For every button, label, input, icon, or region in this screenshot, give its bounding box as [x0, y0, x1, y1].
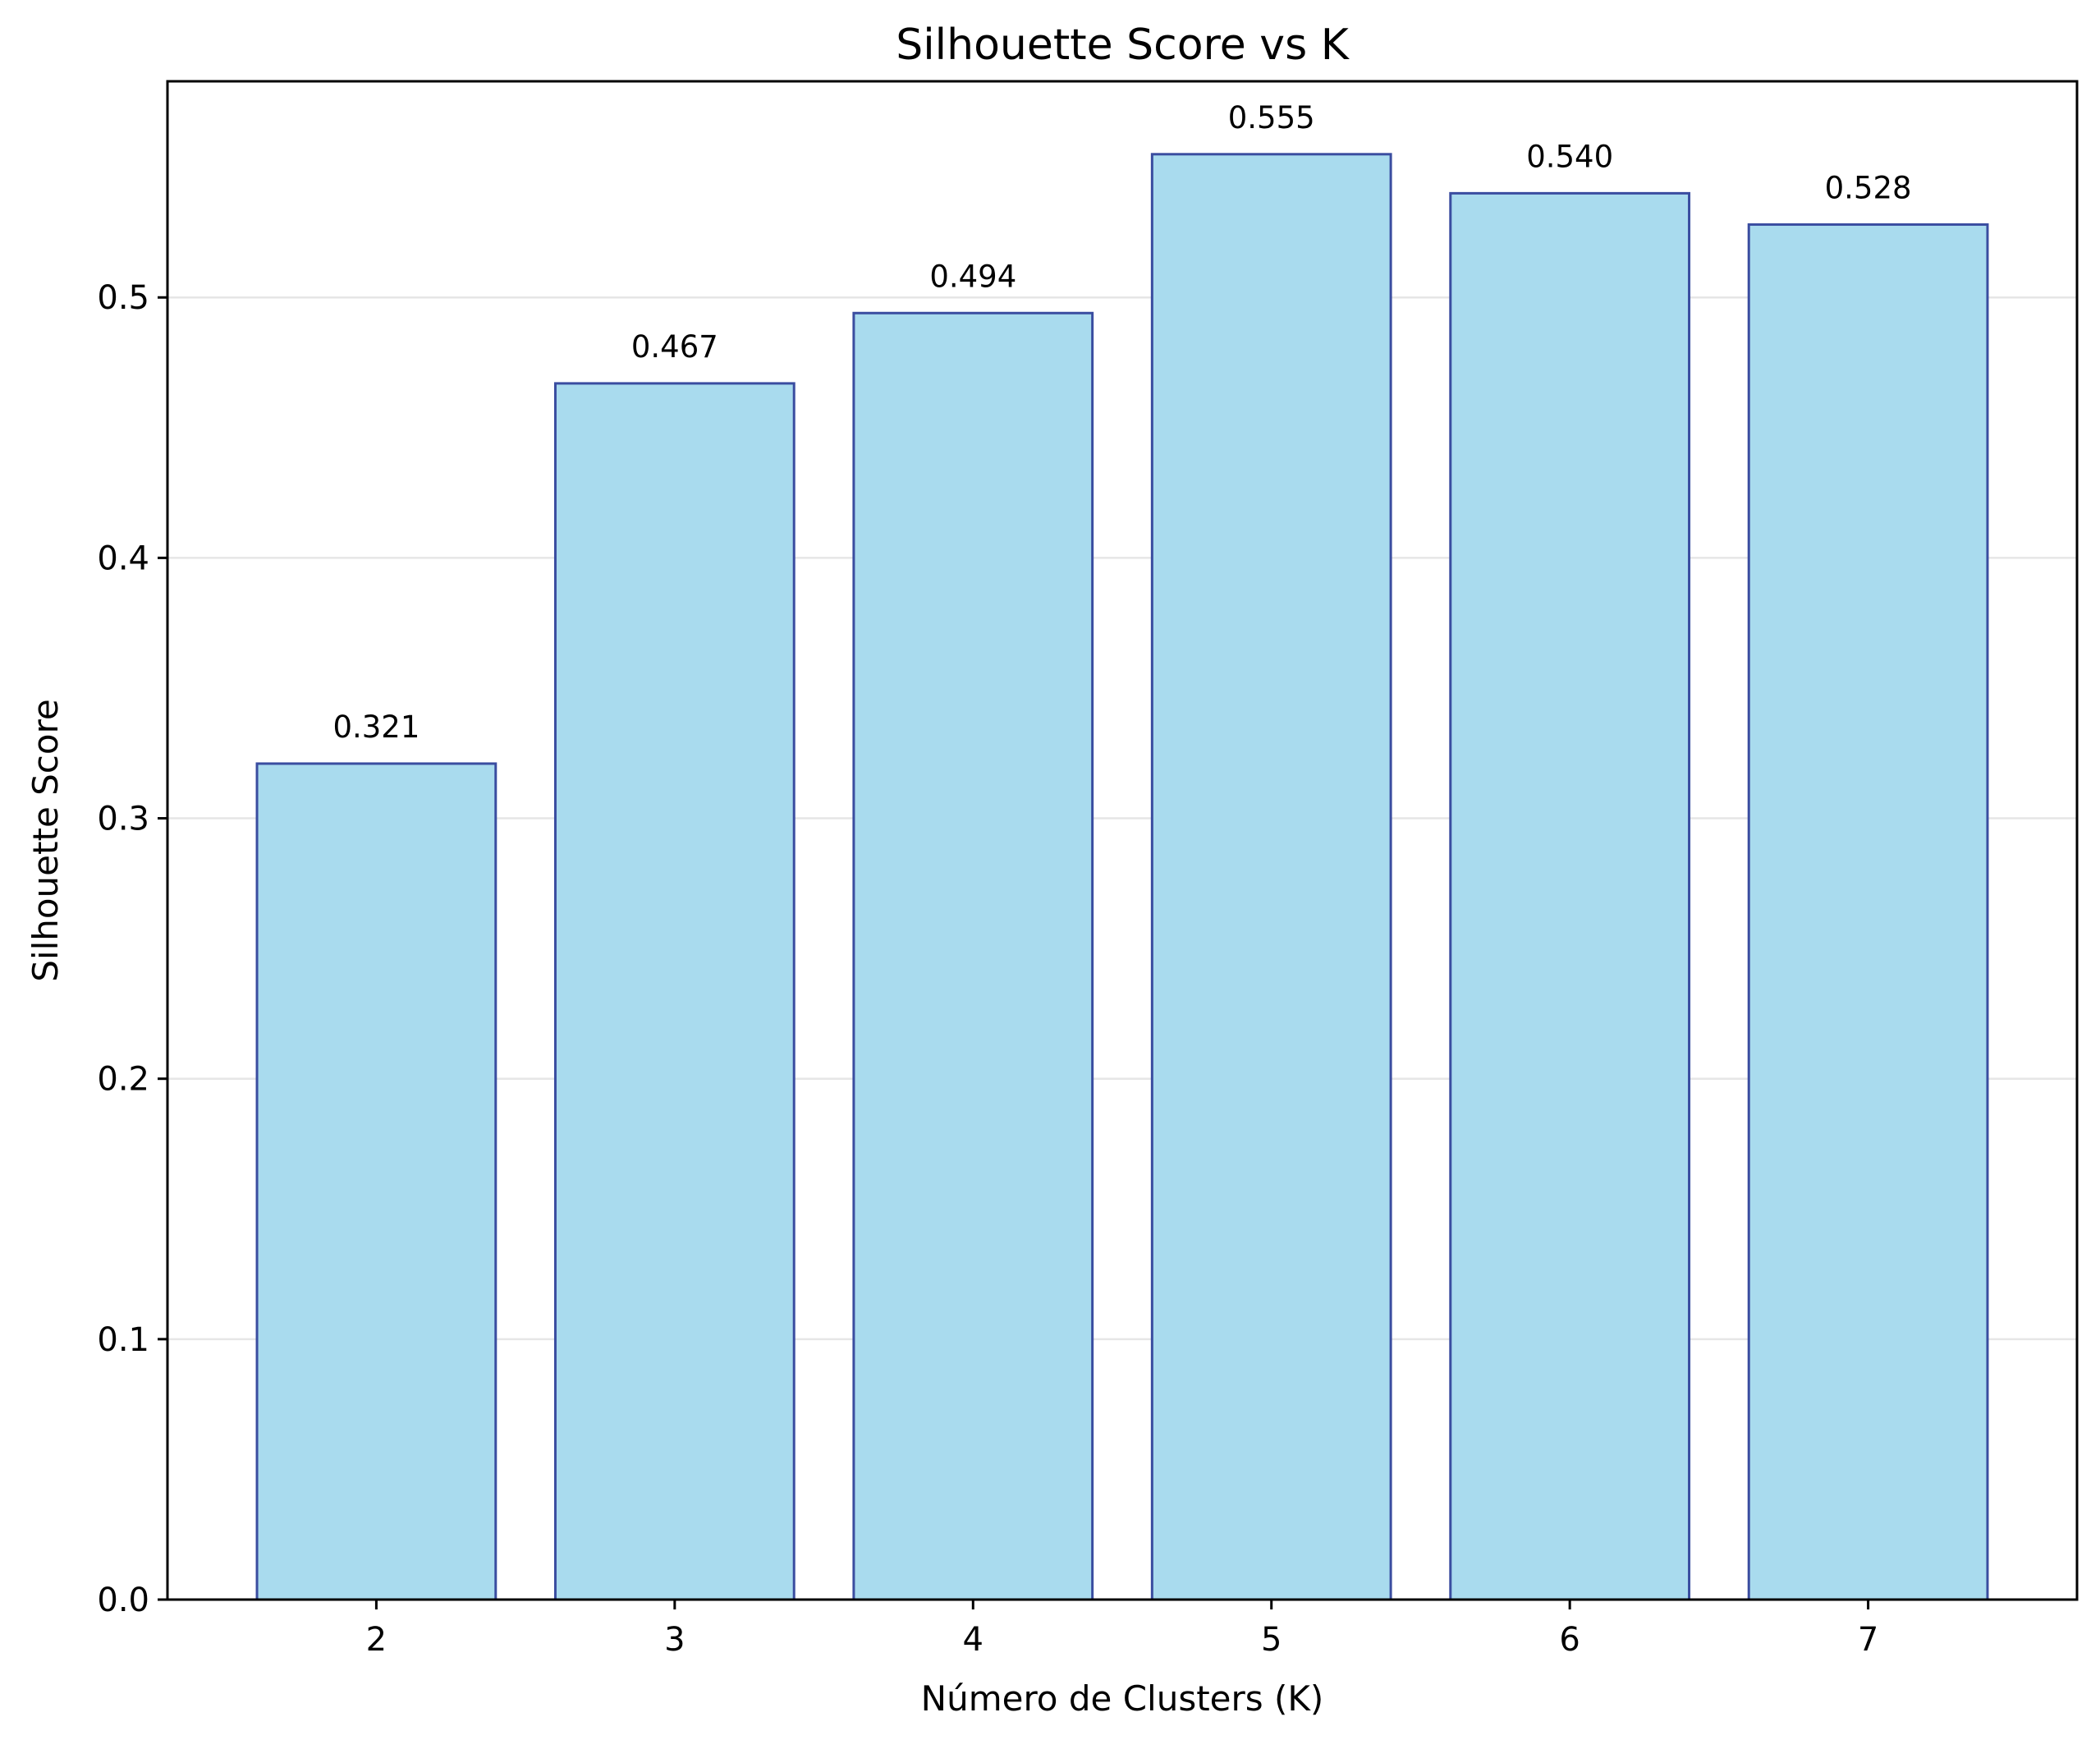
ticks: 0.0 0.1 0.2 0.3 0.4 0.5 2 3 4 5 6 7 [97, 279, 1878, 1659]
x-tick-label: 5 [1261, 1621, 1282, 1659]
x-tick-label: 2 [366, 1621, 387, 1659]
y-tick-label: 0.3 [97, 801, 149, 838]
y-tick-label: 0.0 [97, 1582, 149, 1619]
y-axis-label: Silhouette Score [25, 699, 66, 982]
x-tick-label: 7 [1858, 1621, 1878, 1659]
chart-title: Silhouette Score vs K [896, 21, 1350, 70]
bar-k-2 [255, 762, 497, 1601]
y-tick-label: 0.4 [97, 539, 149, 577]
plot-frame [166, 80, 2079, 1601]
y-tick-label: 0.5 [97, 279, 149, 317]
x-axis-label: Número de Clusters (K) [921, 1678, 1324, 1719]
bar-k-4 [852, 311, 1094, 1601]
data-label: 0.528 [1825, 170, 1912, 205]
y-tick-label: 0.1 [97, 1321, 149, 1359]
data-label: 0.321 [332, 709, 420, 745]
bar-k-5 [1150, 153, 1392, 1601]
data-label: 0.494 [929, 259, 1016, 294]
bars [255, 153, 1989, 1601]
bar-k-6 [1449, 191, 1691, 1601]
y-tick-label: 0.2 [97, 1061, 149, 1099]
bar-k-7 [1747, 223, 1989, 1601]
data-label: 0.555 [1228, 100, 1315, 135]
x-tick-label: 6 [1559, 1621, 1580, 1659]
data-label: 0.540 [1526, 139, 1613, 174]
x-tick-label: 3 [664, 1621, 685, 1659]
bar-k-3 [553, 382, 796, 1601]
data-label: 0.467 [631, 329, 718, 365]
x-tick-label: 4 [963, 1621, 984, 1659]
data-labels: 0.321 0.467 0.494 0.555 0.540 0.528 [332, 100, 1911, 745]
